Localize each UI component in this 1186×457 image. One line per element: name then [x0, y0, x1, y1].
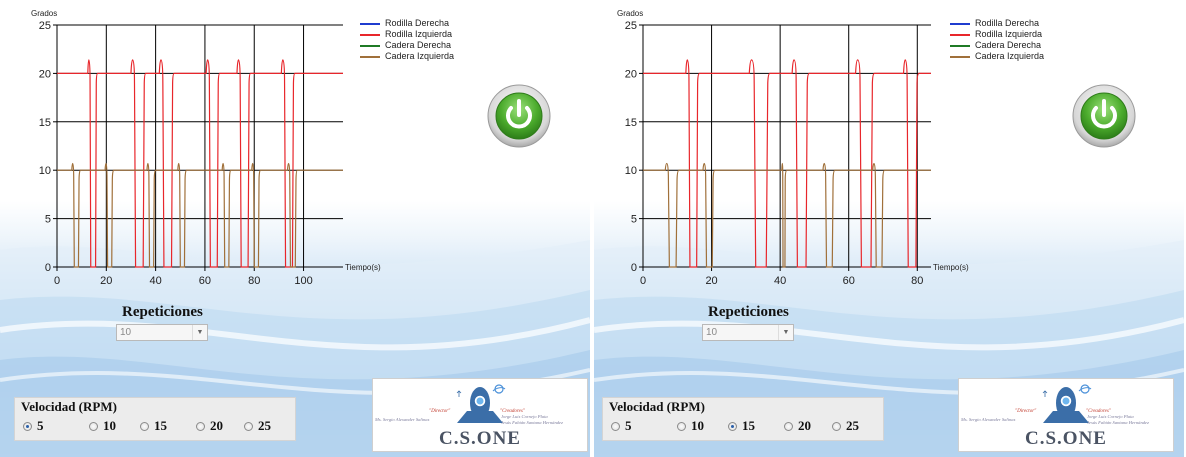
creators-title: "Creadores"	[500, 409, 525, 414]
radio-rpm-20[interactable]: 20	[196, 418, 223, 434]
x-tick-label: 40	[774, 275, 786, 287]
radio-indicator[interactable]	[244, 421, 253, 431]
series-line-cadera-izquierda	[57, 162, 343, 268]
power-button[interactable]	[1072, 84, 1136, 148]
y-tick-label: 25	[39, 20, 51, 32]
creator-1: Jorge Luis Cornejo Plata	[1087, 414, 1134, 419]
y-tick-label: 10	[625, 165, 637, 177]
creators-title: "Creadores"	[1086, 409, 1111, 414]
legend-item-cadera-derecha: Cadera Derecha	[950, 40, 1044, 51]
radio-indicator[interactable]	[784, 421, 793, 431]
radio-indicator[interactable]	[89, 421, 98, 431]
legend-item-cadera-derecha: Cadera Derecha	[360, 40, 454, 51]
chart-legend: Rodilla Derecha Rodilla Izquierda Cadera…	[950, 18, 1044, 62]
logo-text: C.S.ONE	[1025, 428, 1107, 449]
director-title: "Director"	[1015, 409, 1037, 414]
y-tick-label: 20	[39, 68, 51, 80]
y-tick-label: 5	[631, 214, 637, 226]
series-line-cadera-izquierda	[643, 162, 931, 268]
chevron-down-icon[interactable]: ▼	[192, 325, 207, 340]
x-tick-label: 80	[911, 275, 923, 287]
series-line-rodilla-izquierda	[643, 59, 931, 268]
radio-rpm-25[interactable]: 25	[244, 418, 271, 434]
radio-indicator[interactable]	[677, 421, 686, 431]
velocidad-title: Velocidad (RPM)	[21, 399, 117, 414]
x-tick-label: 20	[100, 275, 112, 287]
x-axis-label: Tiempo(s)	[933, 263, 969, 272]
y-tick-label: 5	[45, 214, 51, 226]
y-tick-label: 10	[39, 165, 51, 177]
radio-indicator[interactable]	[140, 421, 149, 431]
legend-item-rodilla-izquierda: Rodilla Izquierda	[950, 29, 1044, 40]
radio-indicator[interactable]	[728, 421, 737, 431]
x-axis-label: Tiempo(s)	[345, 263, 381, 272]
cs-one-logo: "Director" Ms. Sergio Alexander Salinas …	[958, 378, 1174, 452]
director-name: Ms. Sergio Alexander Salinas	[375, 417, 430, 422]
chart-legend: Rodilla Derecha Rodilla Izquierda Cadera…	[360, 18, 454, 62]
creators-names: Jorge Luis Cornejo Plata Jesús Fabián Sa…	[1087, 414, 1149, 426]
x-tick-label: 80	[248, 275, 260, 287]
legend-item-rodilla-izquierda: Rodilla Izquierda	[360, 29, 454, 40]
repeticiones-select[interactable]: 10 ▼	[116, 324, 208, 341]
chevron-down-icon[interactable]: ▼	[778, 325, 793, 340]
radio-rpm-15[interactable]: 15	[728, 418, 755, 434]
radio-rpm-20[interactable]: 20	[784, 418, 811, 434]
x-tick-label: 60	[199, 275, 211, 287]
radio-indicator[interactable]	[611, 421, 620, 431]
y-tick-label: 20	[625, 68, 637, 80]
power-icon	[1091, 106, 1117, 129]
power-button[interactable]	[487, 84, 551, 148]
angle-chart: 0 5 10 15 20 25 0 20 40 60 80 100 Grados Tiempo(s)	[31, 9, 381, 287]
y-tick-label: 15	[625, 117, 637, 129]
x-tick-label: 0	[640, 275, 646, 287]
panel-right: 0 5 10 15 20 25 0 20 40 60 80 Grados Tiempo(s) Rodil…	[594, 0, 1184, 457]
radio-rpm-10[interactable]: 10	[89, 418, 116, 434]
repeticiones-select[interactable]: 10 ▼	[702, 324, 794, 341]
creator-2: Jesús Fabián Santana Hernández	[1087, 420, 1149, 425]
repeticiones-label: Repeticiones	[122, 304, 203, 320]
x-tick-label: 40	[149, 275, 161, 287]
radio-rpm-10[interactable]: 10	[677, 418, 704, 434]
repeticiones-label: Repeticiones	[708, 304, 789, 320]
logo-text: C.S.ONE	[439, 428, 521, 449]
creator-2: Jesús Fabián Santana Hernández	[501, 420, 563, 425]
y-axis-label: Grados	[31, 9, 57, 18]
legend-item-cadera-izquierda: Cadera Izquierda	[950, 51, 1044, 62]
radio-rpm-15[interactable]: 15	[140, 418, 167, 434]
x-tick-label: 100	[294, 275, 312, 287]
velocidad-title: Velocidad (RPM)	[609, 399, 705, 414]
rocket-icon	[456, 384, 506, 423]
creator-1: Jorge Luis Cornejo Plata	[501, 414, 548, 419]
radio-indicator[interactable]	[23, 421, 32, 431]
repeticiones-value: 10	[706, 327, 718, 338]
series-line-rodilla-izquierda	[57, 59, 343, 268]
creators-names: Jorge Luis Cornejo Plata Jesús Fabián Sa…	[501, 414, 563, 426]
radio-rpm-25[interactable]: 25	[832, 418, 859, 434]
repeticiones-value: 10	[120, 327, 132, 338]
power-icon	[506, 106, 532, 129]
legend-item-rodilla-derecha: Rodilla Derecha	[950, 18, 1044, 29]
director-title: "Director"	[429, 409, 451, 414]
y-tick-label: 0	[45, 262, 51, 274]
radio-indicator[interactable]	[832, 421, 841, 431]
velocidad-group: Velocidad (RPM) 5 10 15 20 25	[14, 397, 296, 441]
y-tick-label: 25	[625, 20, 637, 32]
x-tick-label: 20	[705, 275, 717, 287]
y-tick-label: 15	[39, 117, 51, 129]
director-name: Ms. Sergio Alexander Salinas	[961, 417, 1016, 422]
panel-left: 0 5 10 15 20 25 0 20 40 60 80 100 Grados Tiempo(s) Ro…	[0, 0, 590, 457]
legend-item-cadera-izquierda: Cadera Izquierda	[360, 51, 454, 62]
y-tick-label: 0	[631, 262, 637, 274]
angle-chart: 0 5 10 15 20 25 0 20 40 60 80 Grados Tiempo(s)	[617, 9, 969, 287]
radio-rpm-5[interactable]: 5	[23, 418, 44, 434]
x-tick-label: 60	[843, 275, 855, 287]
velocidad-group: Velocidad (RPM) 5 10 15 20 25	[602, 397, 884, 441]
legend-item-rodilla-derecha: Rodilla Derecha	[360, 18, 454, 29]
x-tick-label: 0	[54, 275, 60, 287]
y-axis-label: Grados	[617, 9, 643, 18]
radio-rpm-5[interactable]: 5	[611, 418, 632, 434]
radio-indicator[interactable]	[196, 421, 205, 431]
cs-one-logo: "Director" Ms. Sergio Alexander Salinas …	[372, 378, 588, 452]
rocket-icon	[1042, 384, 1092, 423]
